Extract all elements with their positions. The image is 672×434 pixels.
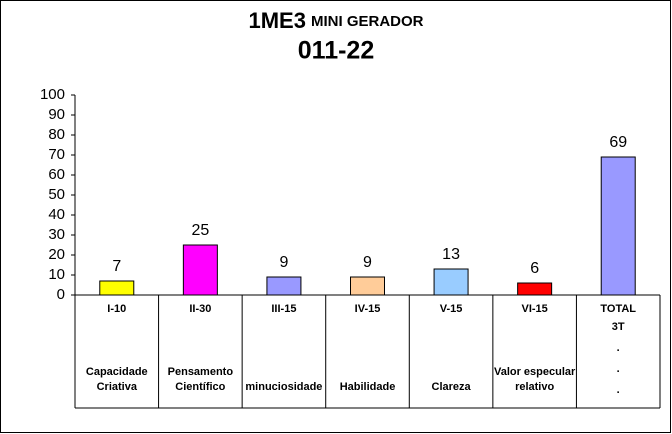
- y-tick-label: 40: [48, 206, 65, 223]
- value-label: 13: [442, 246, 460, 263]
- category-description: minuciosidade: [245, 381, 322, 393]
- x-tick-label: IV-15: [355, 303, 381, 315]
- value-label: 6: [530, 260, 539, 277]
- y-tick-label: 10: [48, 266, 65, 283]
- y-tick-label: 0: [57, 286, 65, 303]
- x-tick-label: V-15: [440, 303, 463, 315]
- y-tick-label: 50: [48, 186, 65, 203]
- y-tick-label: 80: [48, 126, 65, 143]
- category-description: Habilidade: [340, 381, 396, 393]
- bar: [517, 282, 553, 296]
- bar: [350, 276, 385, 296]
- chart-subtitle: 011-22: [298, 37, 374, 65]
- category-description: Clareza: [432, 381, 472, 393]
- value-label: 25: [191, 222, 209, 239]
- y-tick-label: 100: [40, 86, 65, 103]
- x-tick-label: I-10: [107, 303, 126, 315]
- category-description: relativo: [515, 381, 554, 393]
- y-tick-label: 70: [48, 146, 65, 163]
- bar: [600, 156, 636, 296]
- category-description: Valor especular: [494, 366, 576, 378]
- x-tick-label: III-15: [271, 303, 296, 315]
- value-label: 69: [609, 134, 627, 151]
- x-tick-label: TOTAL: [600, 303, 636, 315]
- x-tick-label: VI-15: [521, 303, 547, 315]
- value-label: 9: [363, 254, 372, 271]
- y-tick-label: 90: [48, 106, 65, 123]
- chart-title: 1ME3: [249, 8, 306, 33]
- bar: [182, 244, 218, 296]
- bar: [266, 276, 302, 296]
- bar: [99, 280, 135, 296]
- bar: [433, 268, 469, 296]
- category-description: .: [617, 363, 620, 375]
- x-tick-label: II-30: [189, 303, 211, 315]
- category-description: Criativa: [97, 381, 138, 393]
- y-tick-label: 60: [48, 166, 65, 183]
- category-description: .: [617, 342, 620, 354]
- y-tick-label: 30: [48, 226, 65, 243]
- chart-title-small: MINI GERADOR: [311, 13, 424, 30]
- category-description: Pensamento: [168, 366, 234, 378]
- y-tick-label: 20: [48, 246, 65, 263]
- category-description: Capacidade: [86, 366, 148, 378]
- category-description: .: [617, 384, 620, 396]
- value-label: 9: [279, 254, 288, 271]
- category-description: 3T: [612, 321, 625, 333]
- value-label: 7: [112, 258, 121, 275]
- category-description: Científico: [175, 381, 225, 393]
- title-group: 1ME3 MINI GERADOR: [249, 8, 424, 33]
